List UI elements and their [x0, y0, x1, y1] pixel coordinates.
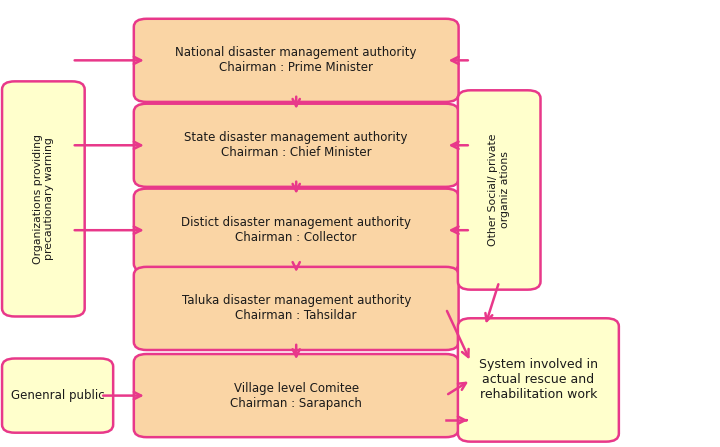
Text: Genenral public: Genenral public [11, 389, 104, 402]
Text: System involved in
actual rescue and
rehabilitation work: System involved in actual rescue and reh… [479, 358, 598, 401]
FancyBboxPatch shape [2, 81, 85, 316]
Text: State disaster management authority
Chairman : Chief Minister: State disaster management authority Chai… [184, 131, 408, 159]
FancyBboxPatch shape [458, 318, 619, 442]
Text: Distict disaster management authority
Chairman : Collector: Distict disaster management authority Ch… [181, 216, 411, 244]
Text: Taluka disaster management authority
Chairman : Tahsildar: Taluka disaster management authority Cha… [181, 295, 411, 322]
Text: Other Social/ private
organiz ations: Other Social/ private organiz ations [488, 134, 510, 246]
FancyBboxPatch shape [134, 189, 459, 272]
Text: Organizations providing
precautionary warning: Organizations providing precautionary wa… [32, 134, 54, 264]
FancyBboxPatch shape [134, 354, 459, 437]
Text: National disaster management authority
Chairman : Prime Minister: National disaster management authority C… [176, 46, 417, 74]
FancyBboxPatch shape [458, 90, 541, 290]
FancyBboxPatch shape [134, 267, 459, 350]
FancyBboxPatch shape [2, 358, 113, 433]
Text: Village level Comitee
Chairman : Sarapanch: Village level Comitee Chairman : Sarapan… [230, 382, 362, 409]
FancyBboxPatch shape [134, 104, 459, 187]
FancyBboxPatch shape [134, 19, 459, 102]
